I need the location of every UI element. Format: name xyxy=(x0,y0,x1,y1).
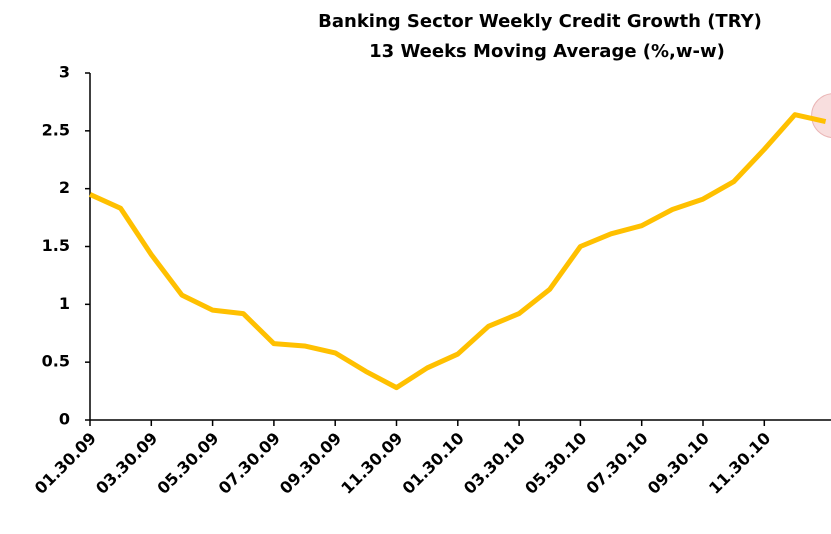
x-tick-label: 05.30.10 xyxy=(521,429,590,498)
x-tick-label: 01.30.10 xyxy=(399,429,468,498)
x-tick-label: 07.30.09 xyxy=(215,429,284,498)
x-tick-label: 11.30.09 xyxy=(337,429,406,498)
x-tick-label: 09.30.10 xyxy=(644,429,713,498)
x-tick-label: 09.30.09 xyxy=(276,429,345,498)
y-tick-label: 0 xyxy=(59,410,70,429)
end-highlight xyxy=(811,93,831,138)
y-tick-label: 0.5 xyxy=(42,352,70,371)
y-tick-label: 2.5 xyxy=(42,120,70,139)
y-tick-label: 1 xyxy=(59,294,70,313)
chart-subtitle: 13 Weeks Moving Average (%,w-w) xyxy=(369,41,725,62)
x-tick-label: 05.30.09 xyxy=(153,429,222,498)
chart-title: Banking Sector Weekly Credit Growth (TRY… xyxy=(318,11,762,32)
x-tick-label: 03.30.10 xyxy=(460,429,529,498)
x-tick-label: 11.30.10 xyxy=(705,429,774,498)
y-tick-label: 1.5 xyxy=(42,236,70,255)
x-tick-label: 01.30.09 xyxy=(31,429,100,498)
x-tick-label: 03.30.09 xyxy=(92,429,161,498)
line xyxy=(88,112,827,391)
x-tick-label: 07.30.10 xyxy=(582,429,651,498)
y-tick-label: 3 xyxy=(59,63,70,82)
y-tick-label: 2 xyxy=(59,178,70,197)
